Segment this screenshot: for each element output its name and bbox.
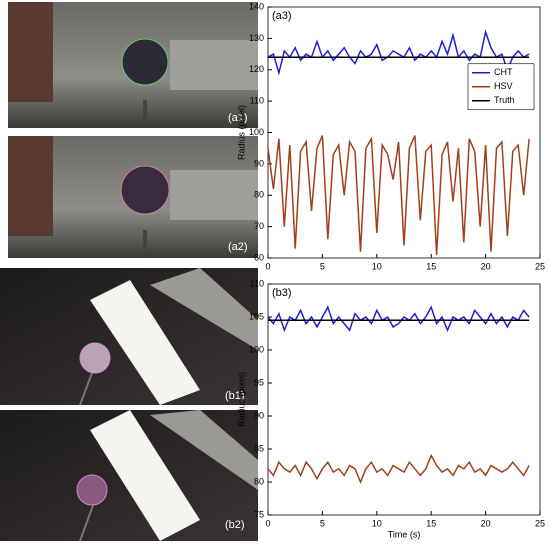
x-tick-label: 10 [372,261,382,271]
x-axis-label: Time (s) [388,529,421,539]
photo-b2: (b2) [0,410,258,542]
y-axis-label: Radius (pixel) [236,372,246,427]
x-tick-label: 5 [320,518,325,528]
y-tick-label: 90 [254,158,264,168]
x-tick-label: 20 [481,518,491,528]
y-tick-label: 60 [254,252,264,262]
y-tick-label: 130 [249,33,264,43]
y-tick-label: 85 [254,443,264,453]
panel-label: (b3) [272,287,292,299]
y-tick-label: 70 [254,221,264,231]
x-tick-label: 25 [535,518,545,528]
photo-a1: (a1) [8,2,258,128]
y-tick-label: 80 [254,476,264,486]
y-tick-label: 120 [249,64,264,74]
y-tick-label: 140 [249,1,264,11]
panel-label: (b1) [225,390,245,402]
legend-label: CHT [494,67,513,77]
plot-area [267,283,541,516]
y-tick-label: 110 [250,96,264,106]
legend-label: Truth [494,95,515,105]
x-tick-label: 20 [481,261,491,271]
x-tick-label: 25 [535,261,545,271]
y-axis-label: Radius (pixel) [236,105,246,160]
y-tick-label: 100 [249,344,264,354]
photo-b1: (b1) [0,268,258,406]
data-line [267,453,530,484]
data-line [267,305,530,333]
y-tick-label: 75 [254,509,264,519]
panel-label: (b2) [225,519,245,531]
x-tick-label: 15 [426,261,436,271]
data-line [267,135,530,255]
panel-label: (a3) [272,10,292,22]
y-tick-label: 100 [249,127,264,137]
panel-label: (a1) [228,112,248,124]
photo-a2: (a2) [8,136,258,258]
x-tick-label: 0 [265,518,270,528]
y-tick-label: 110 [250,278,264,288]
panel-label: (a2) [228,241,248,253]
legend-label: HSV [494,81,513,91]
x-tick-label: 0 [265,261,270,271]
x-tick-label: 10 [372,518,382,528]
y-tick-label: 95 [254,377,264,387]
y-tick-label: 90 [254,410,264,420]
plot-area [267,6,541,259]
x-tick-label: 5 [320,261,325,271]
y-tick-label: 80 [254,190,264,200]
x-tick-label: 15 [426,518,436,528]
y-tick-label: 105 [249,311,264,321]
